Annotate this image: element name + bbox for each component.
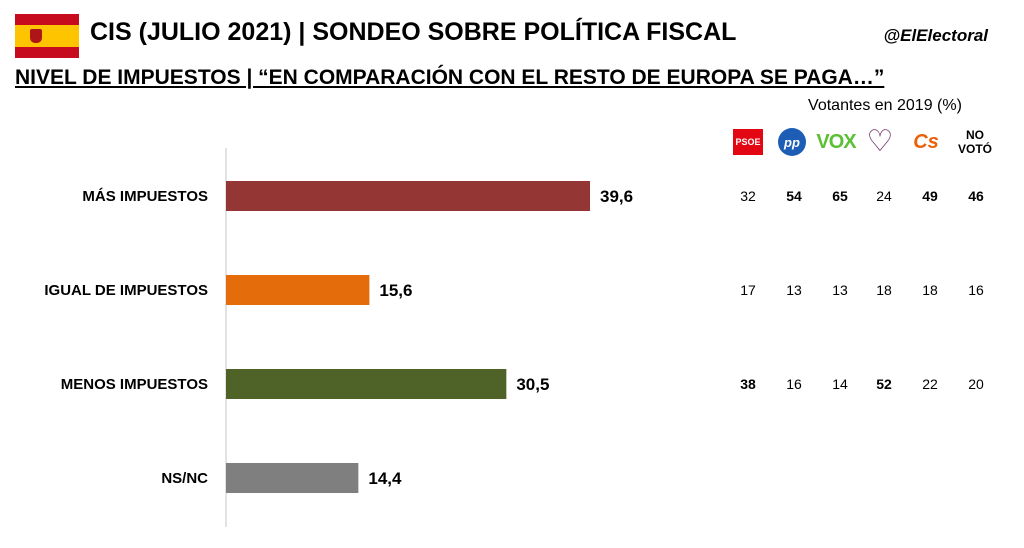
bar — [226, 181, 590, 211]
voters-table-cell: 17 — [740, 282, 756, 298]
bar — [226, 463, 359, 493]
bar — [226, 275, 370, 305]
voters-table-cell: 13 — [832, 282, 848, 298]
voters-table-cell: 24 — [876, 188, 892, 204]
voters-table-cell: 13 — [786, 282, 802, 298]
voters-table-cell: 22 — [922, 376, 938, 392]
psoe-logo-icon: PSOE — [726, 124, 770, 160]
voters-table-cell: 46 — [968, 188, 984, 204]
pp-logo-icon: pp — [770, 124, 814, 160]
flag-stripe-red-bottom — [15, 47, 79, 58]
spain-flag-icon — [15, 14, 79, 58]
flag-stripe-red-top — [15, 14, 79, 25]
pp-logo-text: pp — [778, 128, 806, 156]
category-label: IGUAL DE IMPUESTOS — [44, 282, 208, 299]
voters-table-cell: 65 — [832, 188, 848, 204]
bar — [226, 369, 507, 399]
heart-logo-glyph: ♡ — [866, 125, 894, 158]
voters-table-cell: 18 — [922, 282, 938, 298]
voters-table-cell: 38 — [740, 376, 756, 392]
voters-table-cell: 54 — [786, 188, 802, 204]
category-label: NS/NC — [161, 470, 208, 487]
voters-table-cell: 14 — [832, 376, 848, 392]
psoe-logo-text: PSOE — [733, 129, 763, 155]
vox-logo-icon: VOX — [814, 124, 858, 160]
author-handle: @ElElectoral — [883, 26, 988, 45]
vox-logo-text: VOX — [816, 130, 856, 153]
bar-value-label: 39,6 — [600, 187, 633, 206]
page-title: CIS (JULIO 2021) | SONDEO SOBRE POLÍTICA… — [90, 18, 737, 46]
voters-table-title: Votantes en 2019 (%) — [808, 97, 962, 114]
voters-table-cell: 16 — [968, 282, 984, 298]
voters-table-cell: 52 — [876, 376, 892, 392]
cs-logo-text: Cs — [913, 130, 939, 153]
page-subtitle: NIVEL DE IMPUESTOS | “EN COMPARACIÓN CON… — [15, 66, 885, 89]
category-label: MÁS IMPUESTOS — [82, 188, 208, 205]
heart-logo-icon: ♡ — [858, 124, 902, 160]
category-label: MENOS IMPUESTOS — [61, 376, 208, 393]
voters-table-cell: 16 — [786, 376, 802, 392]
no-voto-text: NO VOTÓ — [957, 128, 992, 156]
flag-coat-of-arms-icon — [30, 29, 42, 43]
bar-value-label: 14,4 — [368, 469, 402, 488]
voters-table-cell: 20 — [968, 376, 984, 392]
bar-value-label: 30,5 — [516, 375, 549, 394]
voters-table-cell: 18 — [876, 282, 892, 298]
no-voto-label: NO VOTÓ — [951, 124, 999, 160]
voters-table-cell: 49 — [922, 188, 938, 204]
bar-value-label: 15,6 — [379, 281, 412, 300]
cs-logo-icon: Cs — [904, 124, 948, 160]
voters-table-cell: 32 — [740, 188, 756, 204]
